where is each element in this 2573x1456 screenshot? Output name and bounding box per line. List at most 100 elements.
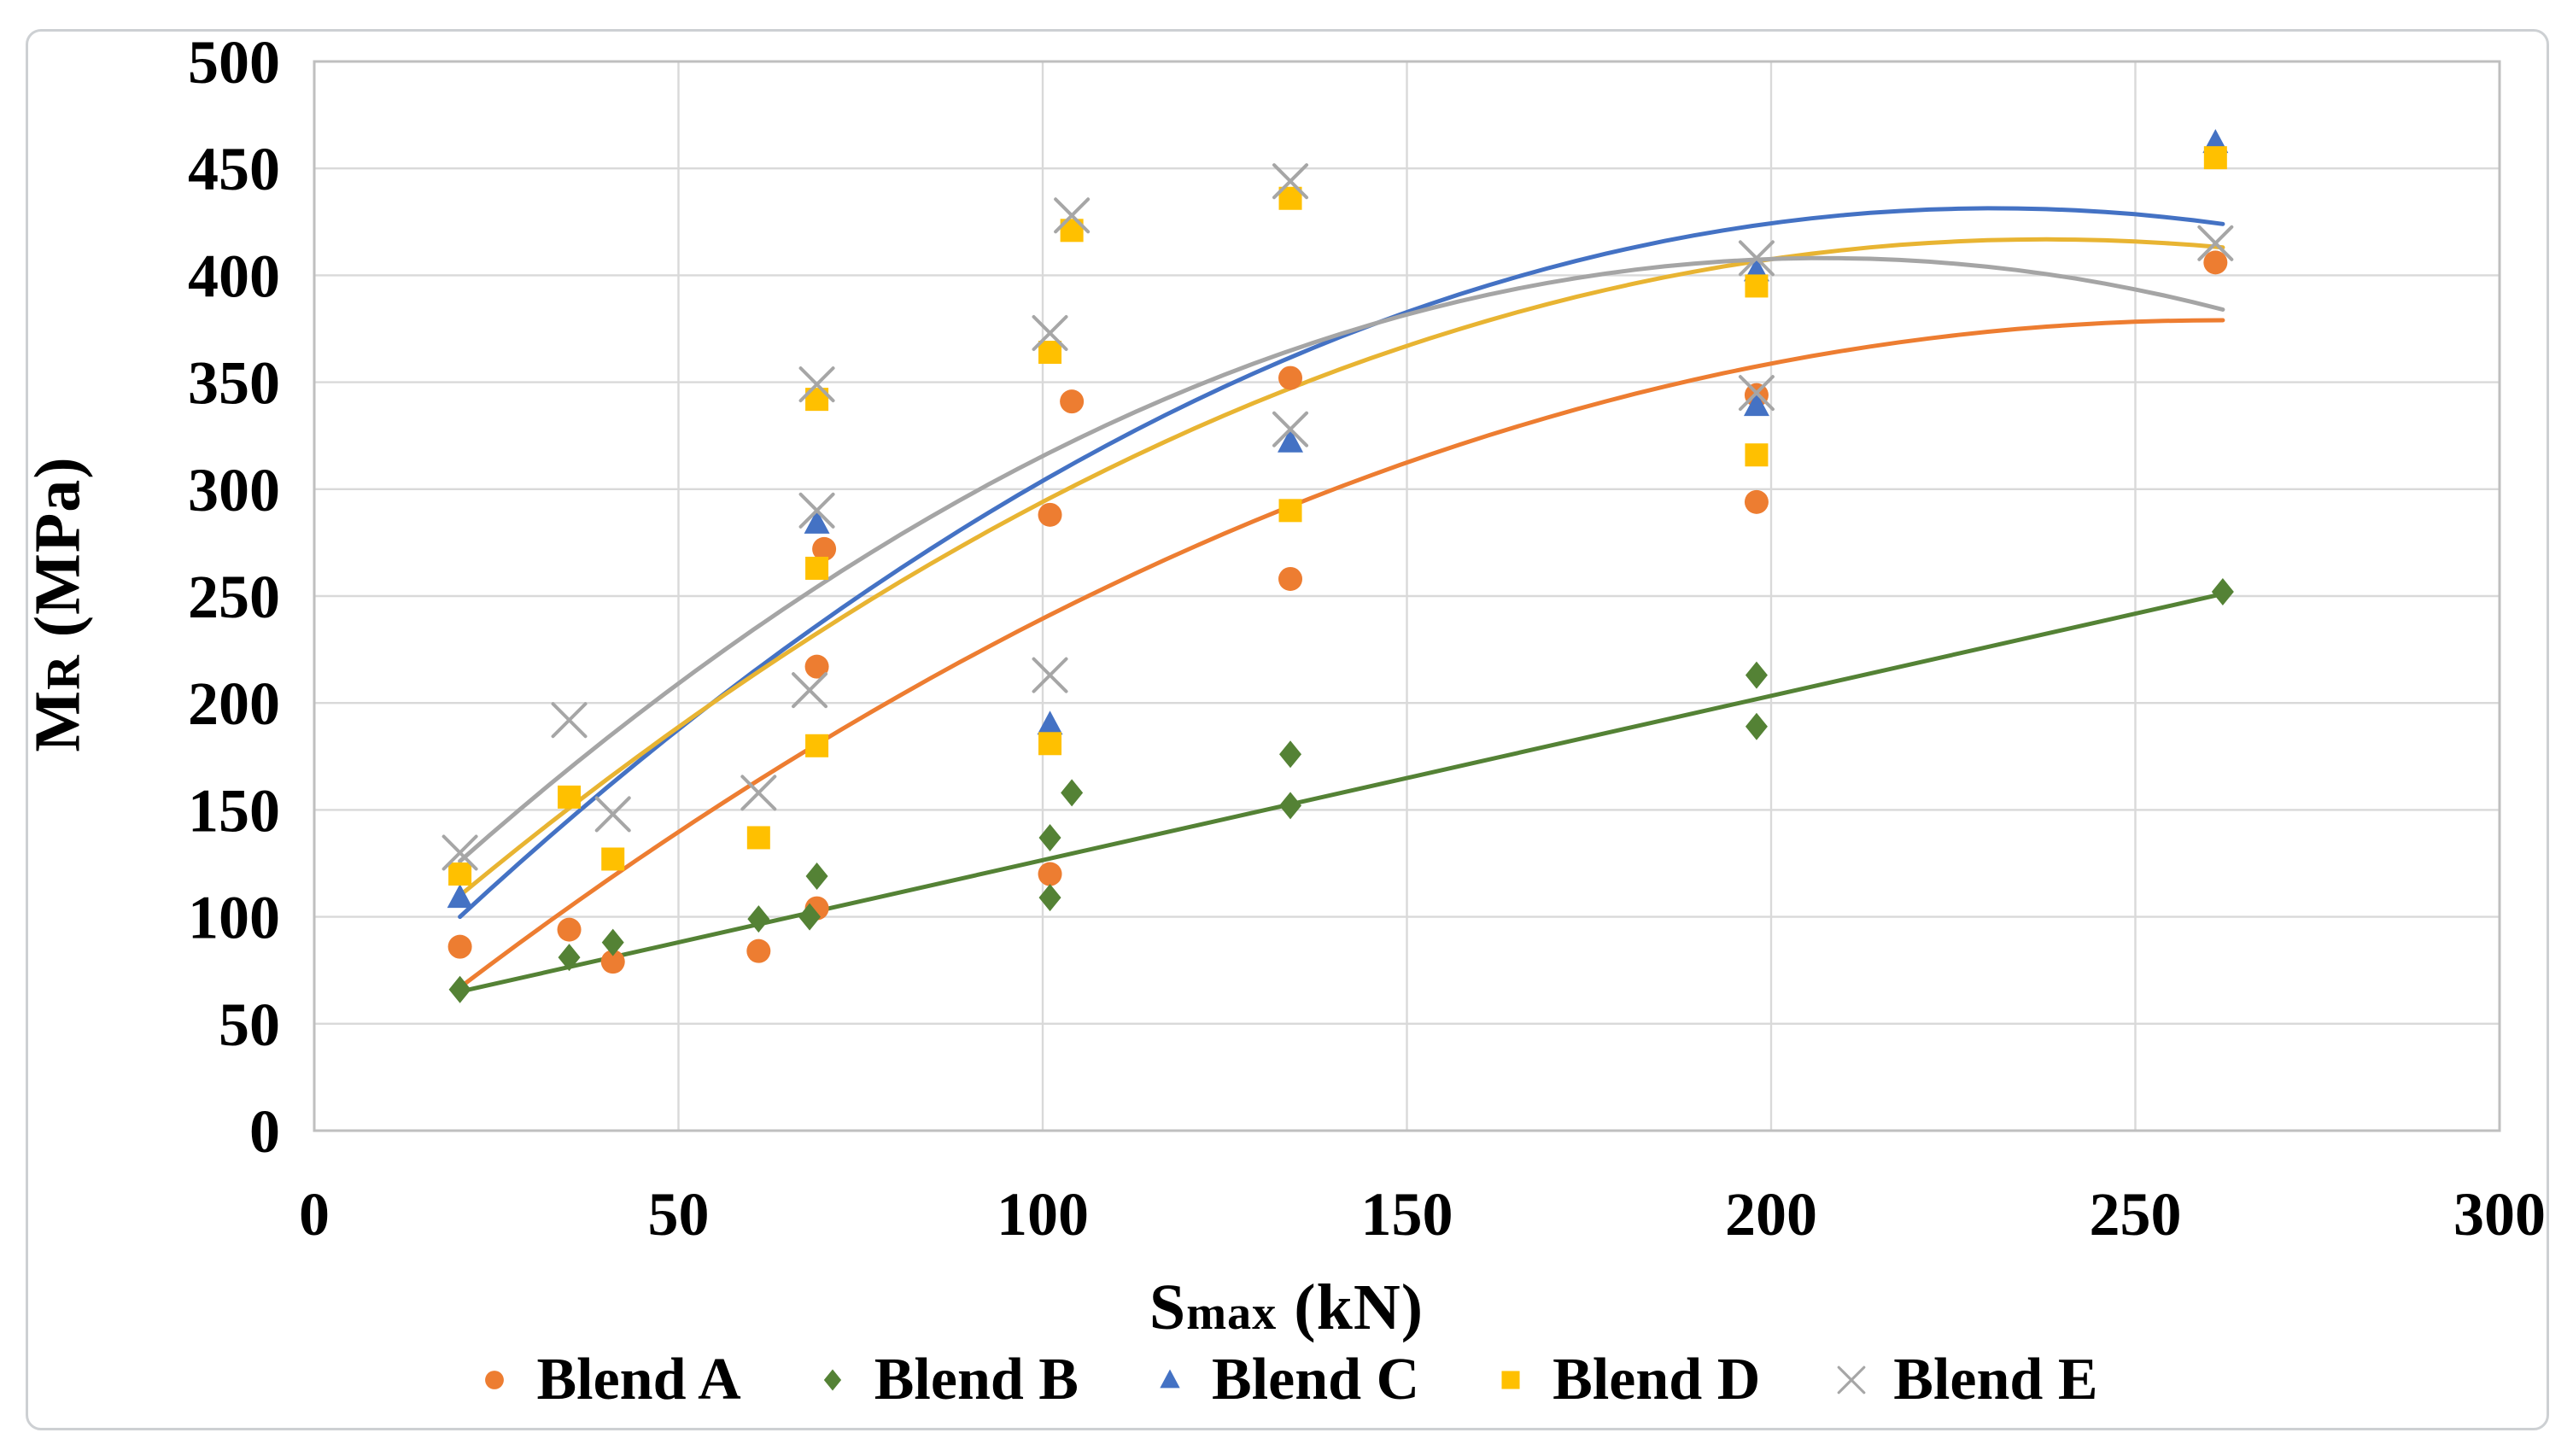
data-point xyxy=(792,672,828,709)
data-point xyxy=(798,903,822,931)
circle-marker-icon xyxy=(485,1371,505,1389)
legend-label: Blend A xyxy=(536,1347,741,1412)
data-point xyxy=(1032,657,1068,693)
y-tick-label: 350 xyxy=(188,349,280,418)
diamond-marker-icon xyxy=(823,1369,841,1391)
data-point xyxy=(1038,732,1062,756)
data-point xyxy=(2203,250,2228,275)
data-point xyxy=(551,702,588,739)
data-markers xyxy=(442,129,2234,1003)
legend-label: Blend C xyxy=(1212,1347,1420,1412)
x-tick-label: 250 xyxy=(2090,1180,2182,1248)
series-blend-e xyxy=(442,163,2234,871)
legend-label: Blend D xyxy=(1553,1347,1761,1412)
data-point xyxy=(1745,274,1769,298)
series-blend-d xyxy=(448,146,2227,886)
data-point xyxy=(1278,499,1302,523)
x-tick-label: 0 xyxy=(299,1180,330,1248)
chart-legend: Blend A Blend B Blend C Blend D Blend E xyxy=(0,1346,2573,1414)
data-point xyxy=(805,734,829,757)
data-point xyxy=(1278,365,1303,390)
data-point xyxy=(447,884,473,909)
data-point xyxy=(1745,661,1768,689)
series-blend-c xyxy=(447,129,2229,909)
trendline-blend-b xyxy=(458,591,2225,994)
data-point xyxy=(1061,779,1084,807)
data-point xyxy=(2203,146,2227,170)
x-tick-label: 300 xyxy=(2453,1180,2546,1248)
legend-label: Blend E xyxy=(1893,1347,2098,1412)
data-point xyxy=(447,934,472,959)
x-marker-icon xyxy=(1837,1365,1866,1395)
legend-item-blend-d: Blend D xyxy=(1491,1346,1760,1414)
data-point xyxy=(746,826,770,850)
y-tick-label: 400 xyxy=(188,242,280,310)
data-point xyxy=(448,862,472,886)
trendlines xyxy=(458,206,2225,994)
data-point xyxy=(812,536,837,561)
data-point xyxy=(1038,502,1062,527)
y-tick-label: 150 xyxy=(188,776,280,845)
triangle-marker-icon xyxy=(1160,1369,1180,1389)
x-axis-title: Smax (kN) xyxy=(0,1271,2573,1345)
data-point xyxy=(1038,884,1061,912)
series-blend-b xyxy=(448,577,2234,1003)
y-tick-label: 250 xyxy=(188,563,280,631)
data-point xyxy=(740,775,777,811)
data-point xyxy=(1279,792,1302,820)
y-tick-label: 500 xyxy=(188,28,280,96)
trendline-blend-c xyxy=(458,206,2225,920)
data-point xyxy=(601,847,625,871)
data-point xyxy=(747,905,770,933)
x-axis-title-main: S xyxy=(1149,1272,1187,1343)
legend-label: Blend B xyxy=(874,1347,1079,1412)
x-tick-label: 100 xyxy=(997,1180,1089,1248)
data-point xyxy=(1272,411,1309,447)
trendline-blend-a xyxy=(458,318,2225,990)
data-point xyxy=(557,917,582,942)
x-axis-title-rest: (kN) xyxy=(1277,1272,1424,1343)
data-point xyxy=(558,944,581,972)
series-blend-a xyxy=(447,250,2228,974)
y-tick-label: 450 xyxy=(188,135,280,203)
y-tick-label: 0 xyxy=(249,1097,280,1166)
square-marker-icon xyxy=(1501,1371,1520,1389)
data-point xyxy=(1060,389,1085,414)
data-point xyxy=(2197,225,2234,261)
x-axis-title-sub: max xyxy=(1186,1287,1278,1340)
y-tick-label: 50 xyxy=(219,991,280,1059)
data-point xyxy=(1279,740,1302,769)
data-point xyxy=(442,834,478,871)
data-point xyxy=(1738,375,1775,412)
y-axis-title-sub: R xyxy=(37,654,91,690)
x-tick-label: 150 xyxy=(1361,1180,1453,1248)
data-point xyxy=(600,950,625,974)
legend-item-blend-c: Blend C xyxy=(1150,1346,1419,1414)
x-tick-label: 50 xyxy=(648,1180,710,1248)
data-point xyxy=(1038,823,1061,851)
data-point xyxy=(1272,163,1309,200)
y-tick-label: 300 xyxy=(188,456,280,524)
axis-tick-labels: 0 50 100 150 200 250 300 350 400 450 500 0 50 100 150 2… xyxy=(188,28,2546,1248)
data-point xyxy=(594,796,631,833)
trendline-blend-d xyxy=(458,237,2225,898)
data-point xyxy=(804,654,829,679)
plot-border xyxy=(313,60,2501,1132)
trendline-blend-e xyxy=(458,255,2225,863)
data-point xyxy=(805,556,829,580)
data-point xyxy=(798,492,835,529)
data-point xyxy=(558,785,582,809)
y-axis-title-main: M xyxy=(21,689,94,752)
data-point xyxy=(1038,341,1062,365)
data-point xyxy=(798,366,835,403)
data-point xyxy=(746,939,771,963)
data-point xyxy=(1278,566,1303,591)
y-axis-title-rest: (MPa) xyxy=(21,456,94,655)
data-point xyxy=(1745,443,1769,467)
y-tick-label: 100 xyxy=(188,884,280,952)
data-point xyxy=(1738,240,1775,277)
data-point xyxy=(1038,862,1062,886)
data-point xyxy=(1278,428,1304,453)
